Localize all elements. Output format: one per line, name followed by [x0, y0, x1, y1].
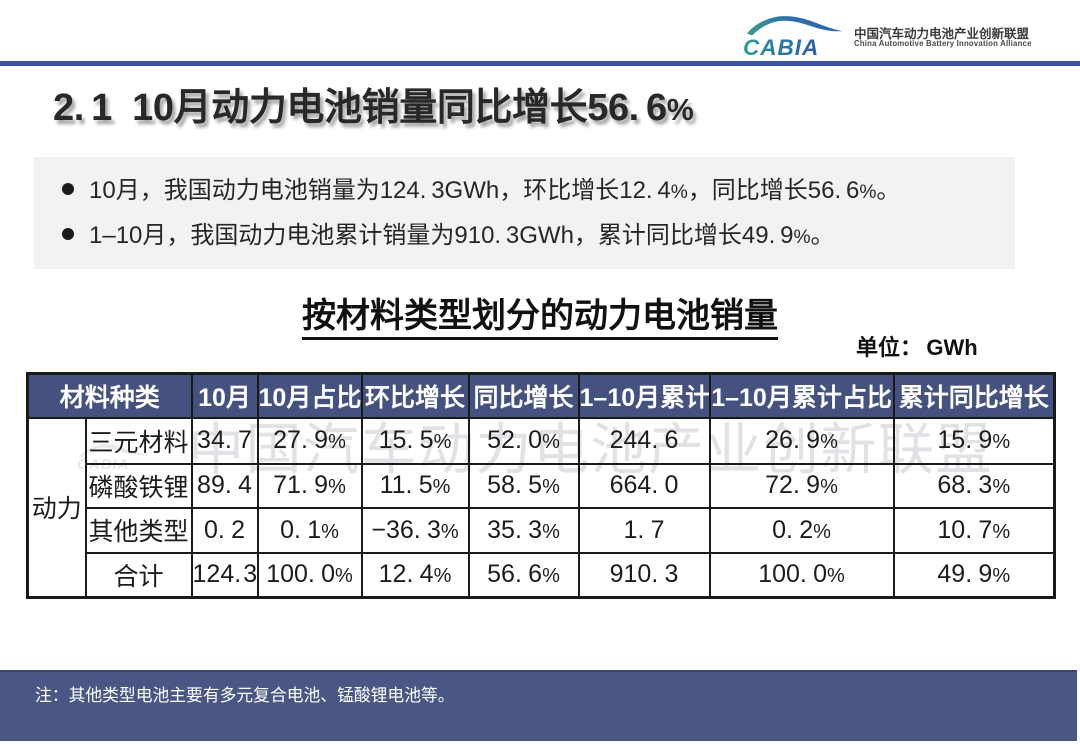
svg-text:China Automotive Battery Innov: China Automotive Battery Innovation Alli… [854, 39, 1032, 48]
svg-text:CABIA: CABIA [743, 35, 819, 56]
svg-text:中国汽车动力电池产业创新联盟: 中国汽车动力电池产业创新联盟 [854, 26, 1030, 41]
